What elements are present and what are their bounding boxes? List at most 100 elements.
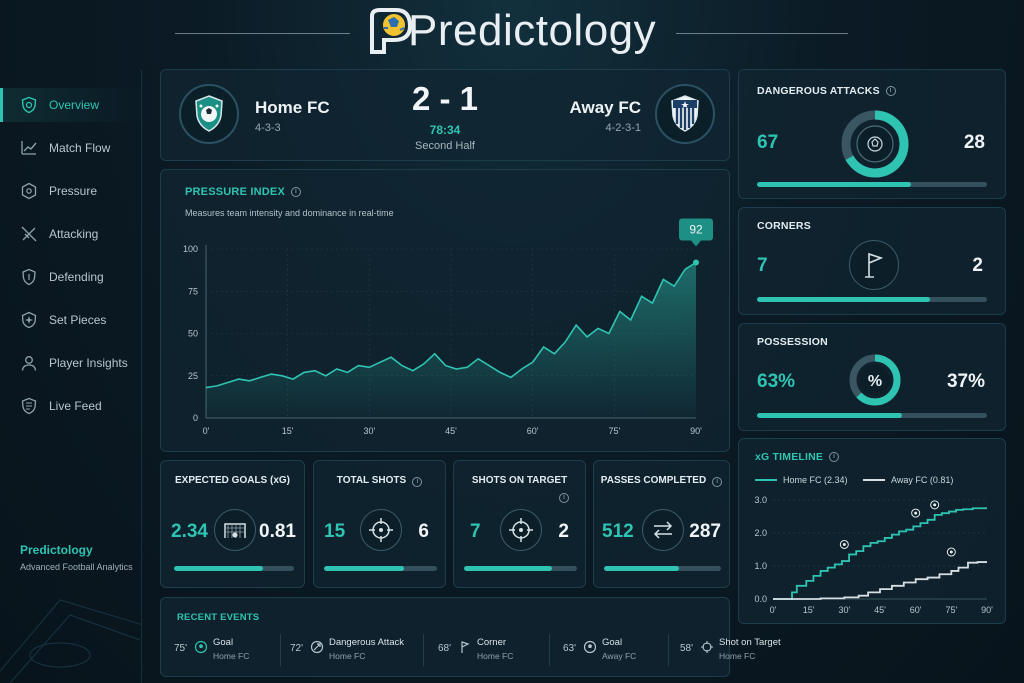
event-minute: 75' [174,643,188,654]
sidebar-item-player-insights[interactable]: Player Insights [0,346,142,380]
x-tick-label: 0' [770,605,777,615]
stat-bar [464,566,577,571]
event-item[interactable]: 63' Goal Away FC [563,636,668,666]
info-icon[interactable]: i [559,493,569,503]
crosshair-icon [360,509,402,551]
xg-timeline-card: xG TIMELINE i Home FC (2.34) Away FC (0.8… [738,438,1006,624]
sidebar-item-defending[interactable]: Defending [0,260,142,294]
header-rule-left [175,33,350,34]
recent-events-title: RECENT EVENTS [177,612,260,623]
y-tick-label: 100 [183,244,198,254]
event-team: Home FC [477,651,514,661]
goal-marker-icon [930,500,940,510]
xg-timeline-title: xG TIMELINE i [755,451,840,463]
pressure-title-text: PRESSURE INDEX [185,186,285,198]
pressure-area [206,262,696,418]
info-icon[interactable]: i [412,477,423,487]
brand-wordmark: Predictology [408,6,657,55]
sidebar-item-pressure[interactable]: Pressure [0,174,142,208]
percent-icon: % [868,373,882,390]
sidebar-item-label: Attacking [49,227,99,241]
exchange-icon [642,509,684,551]
event-minute: 68' [438,643,452,654]
corner-flag-icon [461,641,470,653]
sidebar-item-label: Set Pieces [49,313,107,327]
match-score-card: Home FC 4-3-3 2 - 1 78:34 Second Half Aw… [160,69,730,161]
stat-away-value: 287 [689,521,721,542]
goal-marker-icon [911,508,921,518]
xg-line-away [773,561,987,600]
sidebar: Overview Match Flow Pressure Attacking D… [0,70,142,683]
stat-title: PASSES COMPLETED i [594,475,729,487]
sidebar-item-label: Match Flow [49,141,111,155]
event-divider [668,634,669,666]
dangerous-attacks-ring [841,110,909,178]
event-minute: 72' [290,643,304,654]
y-tick-label: 2.0 [754,528,767,538]
sidebar-item-live-feed[interactable]: Live Feed [0,389,142,423]
info-icon[interactable]: i [291,187,301,197]
event-minute: 63' [563,643,577,654]
event-item[interactable]: 68' Corner Home FC [438,636,543,666]
event-divider [280,634,281,666]
possession-bar [757,413,987,418]
sidebar-item-overview[interactable]: Overview [0,88,142,122]
y-tick-label: 25 [188,371,198,381]
sidebar-item-label: Pressure [49,184,98,198]
stat-bar [324,566,437,571]
x-tick-label: 90' [690,426,702,436]
dangerous-attacks-card: DANGEROUS ATTACKS i 67 28 [738,69,1006,199]
stat-card-xg: EXPECTED GOALS (xG) 2.34 0.81 [160,460,305,588]
header: Predictology [0,0,1024,66]
pressure-current-badge [679,218,713,241]
sidebar-item-match-flow[interactable]: Match Flow [0,131,142,165]
possession-ring: % [849,354,901,406]
event-name: Dangerous Attack [329,637,404,648]
possession-away: 37% [946,371,985,392]
x-tick-label: 15' [803,605,815,615]
info-icon[interactable]: i [712,477,723,487]
stat-home-value: 2.34 [171,521,208,542]
match-period: Second Half [415,140,475,152]
possession-card: POSSESSION 63% % 37% [738,323,1006,431]
stat-away-value: 0.81 [259,521,296,542]
info-icon[interactable]: i [829,452,840,462]
away-crest-icon[interactable] [655,84,715,144]
event-divider [423,634,424,666]
stat-bar [604,566,721,571]
header-rule-right [676,33,848,34]
pressure-chart: 0 25 50 75 100 0' 15' 30' 45' 60' 75' 90' 92 [183,218,713,436]
goal-marker-icon [839,539,849,549]
pitch-lines-decoration [0,599,142,683]
event-item[interactable]: 75' Goal Home FC [174,636,282,666]
event-name: Goal [213,637,234,648]
possession-title: POSSESSION [757,336,828,348]
shield-outline-icon [22,268,36,286]
away-formation: 4-2-3-1 [605,122,641,134]
x-tick-label: 45' [445,426,457,436]
event-team: Home FC [719,651,756,661]
sidebar-item-set-pieces[interactable]: Set Pieces [0,303,142,337]
event-item[interactable]: 58' Shot on Target Home FC [680,636,790,666]
pressure-index-card: PRESSURE INDEX i Measures team intensity … [160,169,730,452]
corners-home: 7 [757,255,768,276]
feed-icon [21,397,37,415]
sidebar-brand: Predictology Advanced Football Analytics [20,543,133,572]
brand-logo[interactable]: Predictology [366,8,656,54]
match-score: 2 - 1 [411,80,479,117]
sidebar-item-attacking[interactable]: Attacking [0,217,142,251]
event-team: Away FC [602,651,637,661]
sidebar-item-label: Live Feed [49,399,102,413]
stat-home-value: 7 [470,521,481,542]
event-item[interactable]: 72' Dangerous Attack Home FC [290,636,415,666]
legend-swatch [755,479,777,481]
sidebar-item-label: Defending [49,270,104,284]
badge-pointer [691,240,701,247]
info-icon[interactable]: i [885,86,896,96]
event-name: Goal [602,637,623,648]
trend-icon [21,141,37,155]
home-formation: 4-3-3 [255,122,281,134]
legend-away: Away FC (0.81) [863,475,953,485]
x-tick-label: 45' [874,605,886,615]
home-crest-icon[interactable] [179,84,239,144]
